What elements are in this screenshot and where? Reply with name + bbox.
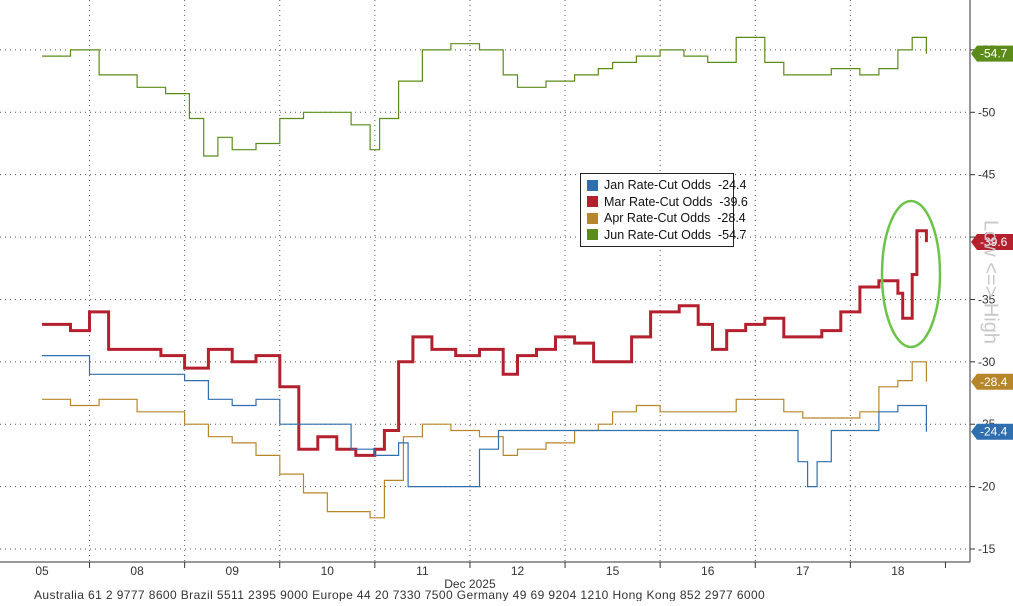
x-tick-label: 17: [796, 564, 810, 578]
last-value-label: -39.6: [980, 235, 1008, 249]
legend-swatch-jan: [587, 179, 598, 191]
x-tick-label: 09: [226, 564, 240, 578]
y-tick-label: -20: [978, 480, 996, 494]
x-tick-label: 08: [130, 564, 144, 578]
last-value-label: -54.7: [980, 47, 1008, 61]
side-label: Low <=> High: [979, 220, 1002, 344]
axes: -15-20-25-30-35-40-45-50-550508091011121…: [0, 0, 1013, 591]
last-value-flag: [971, 45, 1013, 62]
x-tick-label: 10: [321, 564, 335, 578]
legend-value-jun: -54.7: [717, 227, 747, 242]
highlight-ellipse: [880, 199, 942, 349]
series-line-1: [42, 229, 928, 457]
footer-contacts: Australia 61 2 9777 8600 Brazil 5511 239…: [34, 590, 766, 601]
legend-label-mar: Mar Rate-Cut Odds: [604, 194, 713, 209]
last-value-flag: [971, 234, 1013, 251]
x-tick-label: 12: [511, 564, 525, 578]
y-tick-label: -30: [978, 355, 996, 369]
legend-value-jan: -24.4: [717, 178, 747, 193]
legend-swatch-apr: [587, 212, 598, 224]
grid-lines: [0, 0, 970, 562]
series-line-0: [42, 36, 927, 157]
legend-item-apr: Apr Rate-Cut Odds -28.4: [587, 210, 746, 227]
series-line-3: [42, 355, 927, 488]
x-tick-label: 15: [606, 564, 620, 578]
series-lines: [42, 36, 928, 519]
last-value-flag: [971, 373, 1013, 390]
legend-item-mar: Mar Rate-Cut Odds -39.6: [587, 194, 748, 211]
legend-swatch-jun: [587, 229, 598, 241]
legend-label-jan: Jan Rate-Cut Odds: [604, 178, 711, 193]
y-tick-label: -50: [978, 105, 996, 119]
legend: Jan Rate-Cut Odds -24.4 Mar Rate-Cut Odd…: [580, 173, 748, 247]
y-tick-label: -15: [978, 542, 996, 556]
y-tick-label: -45: [978, 168, 996, 182]
last-value-flag: [971, 423, 1013, 440]
legend-item-jan: Jan Rate-Cut Odds -24.4: [587, 177, 746, 194]
legend-label-apr: Apr Rate-Cut Odds: [604, 211, 711, 226]
y-tick-label: -35: [978, 292, 996, 306]
last-value-label: -24.4: [980, 425, 1008, 439]
legend-item-jun: Jun Rate-Cut Odds -54.7: [587, 227, 746, 244]
legend-label-jun: Jun Rate-Cut Odds: [604, 227, 711, 242]
legend-swatch-mar: [587, 196, 598, 208]
legend-value-apr: -28.4: [717, 211, 746, 226]
x-tick-label: 18: [891, 564, 905, 578]
legend-value-mar: -39.6: [719, 194, 748, 209]
x-tick-label: 05: [35, 564, 49, 578]
last-value-label: -28.4: [980, 375, 1008, 389]
series-line-2: [42, 361, 927, 519]
x-axis-label: Dec 2025: [444, 577, 496, 591]
x-tick-label: 16: [701, 564, 715, 578]
x-tick-label: 11: [416, 564, 429, 578]
